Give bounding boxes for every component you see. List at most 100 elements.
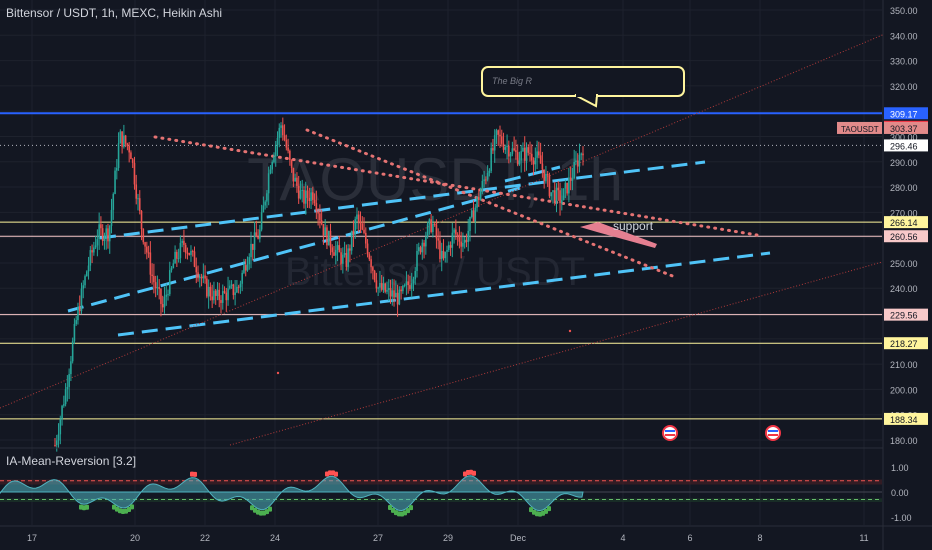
trend-dotted-line xyxy=(305,128,677,279)
price-tick-label: 280.00 xyxy=(890,183,918,193)
candle-body xyxy=(403,285,406,287)
candle-body xyxy=(124,135,127,144)
candle-body xyxy=(363,229,365,233)
time-tick-label: 20 xyxy=(130,533,140,543)
price-tick-label: 290.00 xyxy=(890,158,918,168)
indicator-area xyxy=(0,475,584,512)
candle-body xyxy=(199,276,201,279)
candle-body xyxy=(73,323,76,342)
candle-body xyxy=(306,190,309,198)
candle-body xyxy=(439,240,441,259)
candle-body xyxy=(319,213,321,221)
watermark: TAOUSDT, 1h Bittensor / USDT xyxy=(247,146,623,294)
candle-body xyxy=(209,286,212,297)
candle-body xyxy=(186,252,189,254)
price-marker-badge xyxy=(884,139,928,152)
candle-body xyxy=(425,236,427,247)
chart-title: Bittensor / USDT, 1h, MEXC, Heikin Ashi xyxy=(6,6,223,20)
candle-body xyxy=(107,228,109,242)
candle-body xyxy=(569,177,572,181)
candle-body xyxy=(147,252,150,254)
candle-body xyxy=(356,214,358,220)
candle-body xyxy=(218,289,221,301)
candle-body xyxy=(458,235,461,242)
candle-body xyxy=(313,199,316,204)
candle-body xyxy=(299,190,302,199)
candle-body xyxy=(509,153,512,157)
price-tick-label: 240.00 xyxy=(890,284,918,294)
candle-body xyxy=(400,289,402,292)
candle-body xyxy=(564,182,567,189)
candle-body xyxy=(202,275,205,279)
price-marker-label: 229.56 xyxy=(890,311,918,321)
candle-body xyxy=(559,190,561,204)
candle-body xyxy=(504,147,507,150)
candle-body xyxy=(416,250,418,272)
candle-body xyxy=(144,242,146,247)
candle-body xyxy=(527,147,530,153)
candle-body xyxy=(108,225,111,242)
candle-body xyxy=(571,178,574,181)
candle-body xyxy=(391,290,394,297)
signal-marker xyxy=(409,505,413,511)
candle-body xyxy=(379,282,381,288)
price-axis[interactable]: 350.00 340.00 330.00 320.00 300.00 290.00 280.… xyxy=(837,0,932,550)
price-tick-label: 330.00 xyxy=(890,57,918,67)
candle-body xyxy=(324,227,326,236)
candle-body xyxy=(253,232,256,250)
candle-body xyxy=(237,286,240,288)
candle-body xyxy=(82,285,85,289)
candle-body xyxy=(500,136,503,144)
price-marker-label: 260.56 xyxy=(890,232,918,242)
candle-body xyxy=(251,243,254,250)
candle-body xyxy=(522,147,524,152)
candle-body xyxy=(274,144,277,157)
candle-body xyxy=(455,229,457,235)
candle-body xyxy=(518,160,521,165)
candle-body xyxy=(578,154,581,167)
event-flag-icon[interactable] xyxy=(662,425,678,441)
candle-body xyxy=(368,254,371,260)
grid xyxy=(0,0,882,525)
candle-body xyxy=(492,148,494,151)
candle-body xyxy=(573,161,575,179)
candle-body xyxy=(474,207,477,222)
time-axis[interactable]: 17 20 22 24 27 29 Dec 4 6 8 11 xyxy=(0,525,932,543)
time-tick-label: 24 xyxy=(270,533,280,543)
indicator-pane[interactable] xyxy=(0,447,932,517)
support-label: support xyxy=(613,219,654,233)
candle-body xyxy=(338,245,341,253)
candle-body xyxy=(80,288,83,312)
candle-body xyxy=(467,230,470,242)
price-tick-label: 270.00 xyxy=(890,208,918,218)
symbol-tag-badge[interactable] xyxy=(837,121,882,134)
candle-body xyxy=(315,203,318,212)
support-arrow[interactable] xyxy=(580,222,657,248)
candle-body xyxy=(566,182,568,194)
price-tick-label: 210.00 xyxy=(890,360,918,370)
candle-body xyxy=(495,130,498,136)
candle-body xyxy=(361,223,364,230)
candle-body xyxy=(481,180,484,192)
event-flag-icon[interactable] xyxy=(765,425,781,441)
candle-body xyxy=(239,283,242,288)
candle-body xyxy=(539,155,542,164)
candle-body xyxy=(417,247,420,251)
candle-body xyxy=(502,143,505,150)
price-marker-label: 296.46 xyxy=(890,141,918,151)
time-tick-label: 6 xyxy=(687,533,692,543)
candle-body xyxy=(64,389,67,405)
candle-body xyxy=(555,187,558,204)
candle-body xyxy=(193,251,196,267)
candle-body xyxy=(211,296,213,301)
candle-body xyxy=(216,289,219,296)
candle-body xyxy=(508,145,510,157)
price-tick-label: 320.00 xyxy=(890,82,918,92)
candle-body xyxy=(248,257,251,265)
candle-body xyxy=(285,139,288,148)
price-marker-badge xyxy=(884,107,928,120)
candle-body xyxy=(116,167,118,171)
candle-body xyxy=(221,291,224,303)
candle-body xyxy=(412,279,415,284)
